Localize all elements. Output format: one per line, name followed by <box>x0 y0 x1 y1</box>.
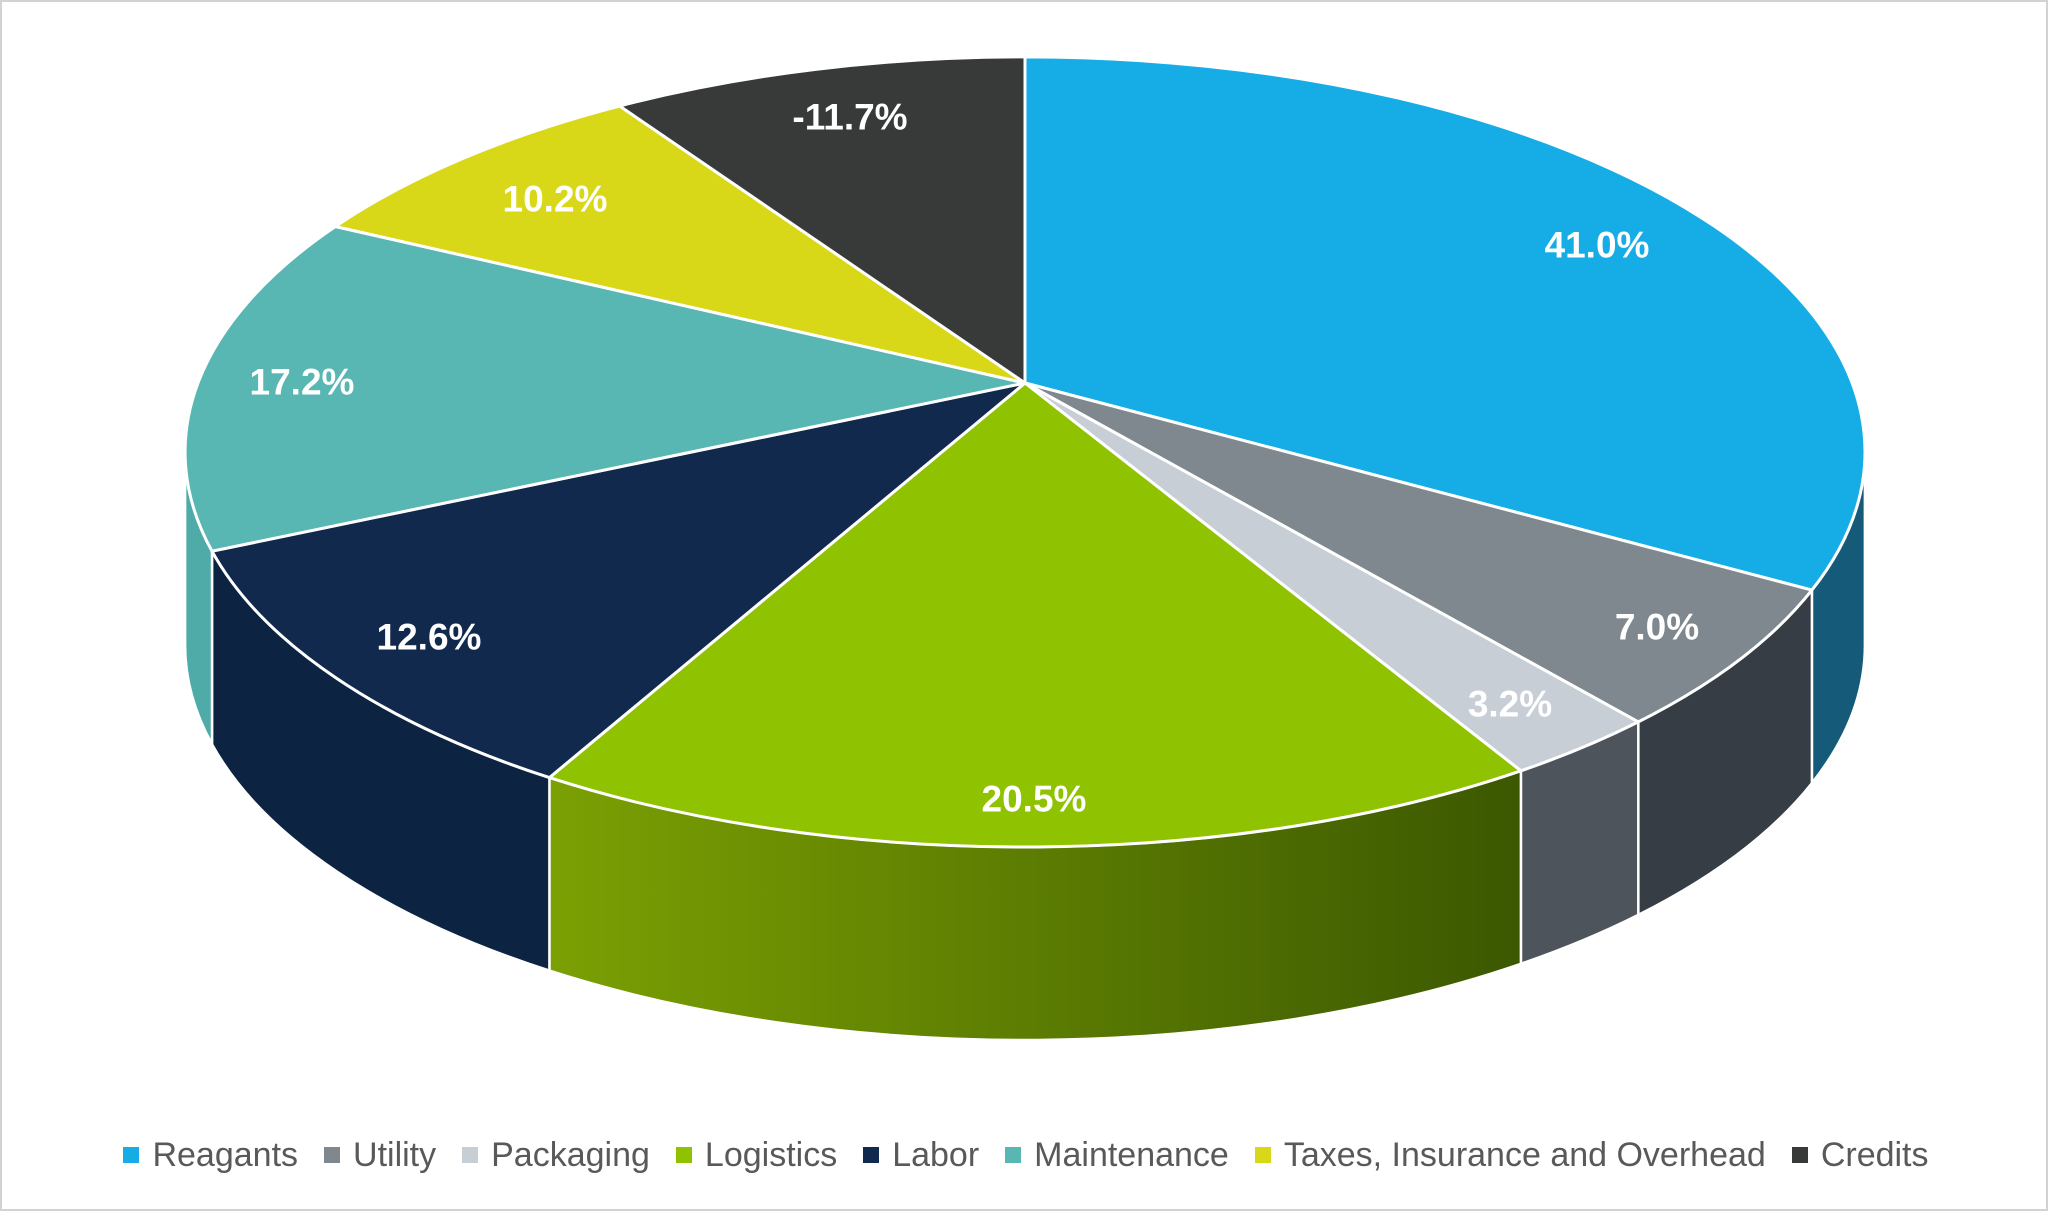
legend-marker-icon <box>863 1147 880 1163</box>
legend-label: Packaging <box>491 1136 650 1174</box>
slice-value-label-maintenance: 17.2% <box>250 362 355 403</box>
legend-marker-icon <box>1254 1147 1271 1163</box>
legend-item-labor: Labor <box>863 1138 979 1172</box>
slice-value-label-logistics: 20.5% <box>982 779 1087 820</box>
legend-item-maintenance: Maintenance <box>1005 1138 1229 1172</box>
legend-label: Reagants <box>152 1136 299 1174</box>
pie-value-labels: 41.0% 7.0% 3.2% 20.5% 12.6% 17.2% 10.2% -11.7% <box>250 97 1700 820</box>
legend-label: Utility <box>353 1136 437 1174</box>
legend-label: Credits <box>1820 1136 1929 1174</box>
pie-chart-area: 41.0% 7.0% 3.2% 20.5% 12.6% 17.2% 10.2% -11.7% <box>2 2 2046 1077</box>
pie-slice-maintenance <box>183 225 1027 553</box>
legend-item-packaging: Packaging <box>462 1138 650 1172</box>
legend-label: Maintenance <box>1034 1136 1229 1174</box>
pie-chart: 41.0% 7.0% 3.2% 20.5% 12.6% 17.2% 10.2% -11.7% <box>183 55 1867 1042</box>
legend-marker-icon <box>324 1147 341 1163</box>
chart-legend: Reagants Utility Packaging Logistics Labor Ma… <box>2 1120 2046 1190</box>
slice-value-label-reagants: 41.0% <box>1545 225 1650 266</box>
legend-marker-icon <box>462 1147 479 1163</box>
pie-top-faces <box>183 55 1867 849</box>
legend-marker-icon <box>675 1147 692 1163</box>
slice-value-label-packaging: 3.2% <box>1468 684 1552 725</box>
legend-marker-icon <box>1005 1147 1022 1163</box>
legend-item-utility: Utility <box>324 1138 436 1172</box>
slice-value-label-utility: 7.0% <box>1615 607 1699 648</box>
legend-item-reagants: Reagants <box>123 1138 298 1172</box>
pie-slice-credits <box>618 55 1027 385</box>
legend-item-logistics: Logistics <box>675 1136 838 1174</box>
legend-item-taxes-insurance-and-overhead: Taxes, Insurance and Overhead <box>1254 1136 1766 1174</box>
slice-value-label-taxes-insurance-and-overhead: 10.2% <box>503 179 608 220</box>
pie-side-walls <box>183 450 1867 1042</box>
legend-item-credits: Credits <box>1791 1136 1929 1174</box>
slice-value-label-labor: 12.6% <box>377 617 482 658</box>
legend-marker-icon <box>1791 1147 1808 1163</box>
legend-label: Logistics <box>704 1136 838 1174</box>
pie-slice-taxes-insurance-and-overhead <box>333 104 1027 385</box>
legend-label: Taxes, Insurance and Overhead <box>1283 1136 1766 1174</box>
pie-slice-utility <box>1023 381 1814 724</box>
pie-slice-logistics <box>547 381 1523 849</box>
pie-slice-reagants <box>1023 55 1867 592</box>
legend-label: Labor <box>892 1136 980 1174</box>
pie-slice-labor <box>210 381 1027 780</box>
legend-marker-icon <box>123 1147 140 1163</box>
slice-value-label-credits: -11.7% <box>792 97 907 138</box>
